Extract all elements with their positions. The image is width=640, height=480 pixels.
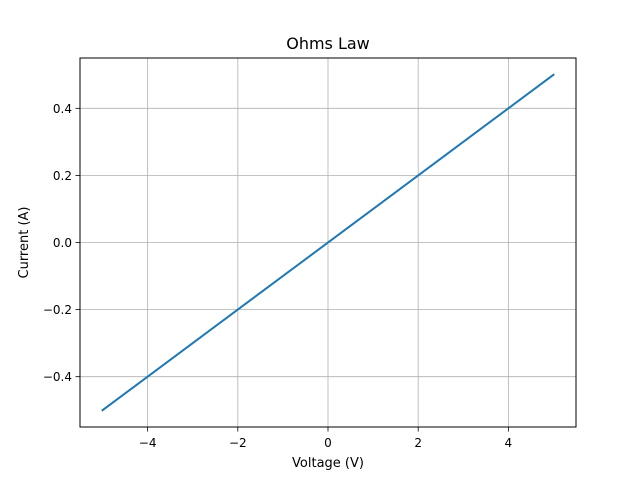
y-tick-label: 0.4 [53,102,72,116]
x-tick-label: −4 [139,436,157,450]
series-layer [101,73,555,412]
x-tick-label: 0 [324,436,332,450]
chart-title: Ohms Law [286,34,370,53]
y-tick-label: −0.2 [43,303,72,317]
y-tick-label: 0.0 [53,236,72,250]
x-tick-label: 4 [505,436,513,450]
y-axis-title: Current (A) [17,207,32,279]
y-axis-ticks: −0.4 −0.2 0.0 0.2 0.4 [43,102,80,384]
x-axis-title: Voltage (V) [292,456,364,471]
x-tick-label: −2 [229,436,247,450]
series-line [101,73,555,412]
y-tick-label: −0.4 [43,370,72,384]
x-axis-ticks: −4 −2 0 2 4 [139,427,512,450]
x-tick-label: 2 [414,436,422,450]
y-tick-label: 0.2 [53,169,72,183]
